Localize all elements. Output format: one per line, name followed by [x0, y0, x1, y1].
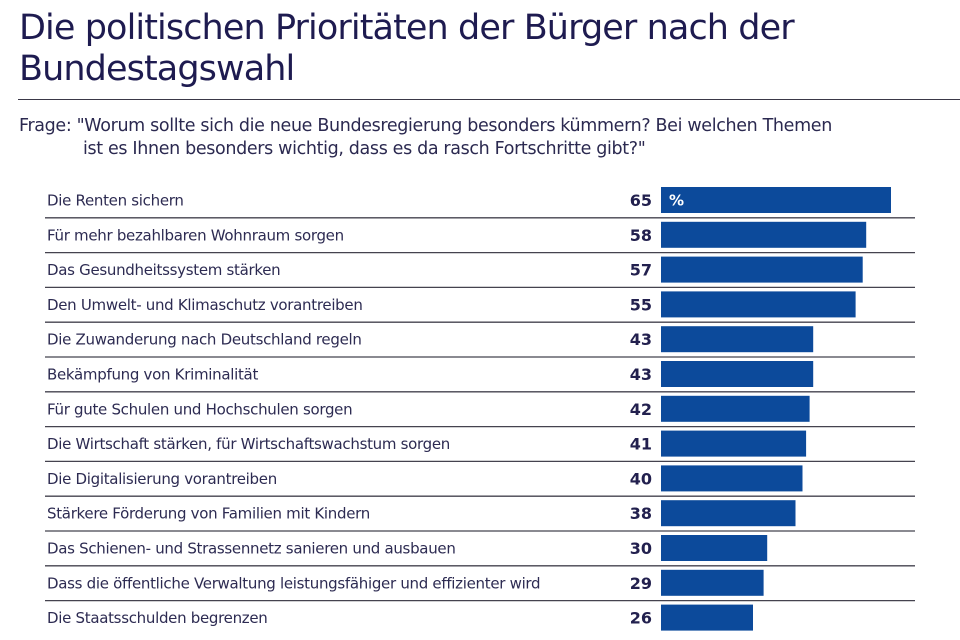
- question-text: Frage: "Worum sollte sich die neue Bunde…: [19, 115, 949, 161]
- value-label: 55: [630, 295, 652, 314]
- chart-row: Den Umwelt- und Klimaschutz vorantreiben…: [45, 291, 915, 323]
- category-label: Die Zuwanderung nach Deutschland regeln: [47, 331, 362, 349]
- bar: [661, 465, 803, 492]
- value-label: 43: [630, 330, 652, 349]
- category-label: Stärkere Förderung von Familien mit Kind…: [47, 505, 370, 523]
- bar: [661, 326, 814, 353]
- chart-row: Stärkere Förderung von Familien mit Kind…: [45, 500, 915, 532]
- category-label: Das Gesundheitssystem stärken: [47, 261, 280, 279]
- category-label: Bekämpfung von Kriminalität: [47, 366, 258, 384]
- category-label: Die Staatsschulden begrenzen: [47, 609, 268, 627]
- bar: [661, 256, 863, 283]
- chart-row: Für gute Schulen und Hochschulen sorgen 4…: [45, 395, 915, 428]
- bar: [661, 535, 768, 561]
- header-divider: [18, 99, 960, 100]
- chart-row: Das Schienen- und Strassennetz sanieren …: [45, 535, 915, 567]
- bar: [661, 395, 810, 422]
- category-label: Die Wirtschaft stärken, für Wirtschaftsw…: [47, 435, 450, 453]
- question-prefix: Frage:: [19, 116, 72, 136]
- value-label: 30: [630, 539, 652, 558]
- bar: [661, 500, 796, 527]
- category-label: Die Renten sichern: [47, 192, 184, 210]
- chart-row: Das Gesundheitssystem stärken 57: [45, 256, 915, 289]
- chart-row: Die Digitalisierung vorantreiben 40: [45, 465, 915, 497]
- value-label: 43: [630, 365, 652, 384]
- chart-row: Die Zuwanderung nach Deutschland regeln 4…: [45, 326, 915, 358]
- question-line-1: "Worum sollte sich die neue Bundesregier…: [76, 116, 833, 136]
- category-label: Das Schienen- und Strassennetz sanieren …: [47, 540, 456, 558]
- value-label: 41: [630, 435, 652, 454]
- chart-row: Die Staatsschulden begrenzen 26: [47, 604, 753, 631]
- chart-row: Die Renten sichern 65%: [45, 187, 915, 219]
- category-label: Für gute Schulen und Hochschulen sorgen: [47, 400, 352, 418]
- value-label: 26: [630, 609, 652, 628]
- category-label: Die Digitalisierung vorantreiben: [47, 470, 277, 488]
- chart-row: Die Wirtschaft stärken, für Wirtschaftsw…: [45, 430, 915, 463]
- value-label: 65: [630, 191, 652, 210]
- bar: [661, 361, 814, 387]
- bar: [661, 291, 856, 318]
- chart-row: Bekämpfung von Kriminalität 43: [45, 361, 915, 393]
- bar: [661, 187, 891, 213]
- value-label: 58: [630, 226, 652, 245]
- value-label: 38: [630, 504, 652, 523]
- value-label: 42: [630, 400, 652, 419]
- bar: [661, 221, 867, 248]
- category-label: Den Umwelt- und Klimaschutz vorantreiben: [47, 296, 363, 314]
- bar: [661, 569, 764, 596]
- category-label: Dass die öffentliche Verwaltung leistung…: [47, 574, 540, 592]
- question-line-2: ist es Ihnen besonders wichtig, dass es …: [83, 139, 646, 159]
- chart-title: Die politischen Prioritäten der Bürger n…: [19, 8, 795, 89]
- bar: [661, 430, 807, 457]
- value-label: 29: [630, 574, 652, 593]
- bar: [661, 604, 753, 631]
- chart-row: Für mehr bezahlbaren Wohnraum sorgen 58: [45, 221, 915, 254]
- value-label: 57: [630, 261, 652, 280]
- value-label: 40: [630, 469, 652, 488]
- unit-label: %: [669, 192, 684, 210]
- chart-row: Dass die öffentliche Verwaltung leistung…: [45, 569, 915, 602]
- category-label: Für mehr bezahlbaren Wohnraum sorgen: [47, 226, 344, 244]
